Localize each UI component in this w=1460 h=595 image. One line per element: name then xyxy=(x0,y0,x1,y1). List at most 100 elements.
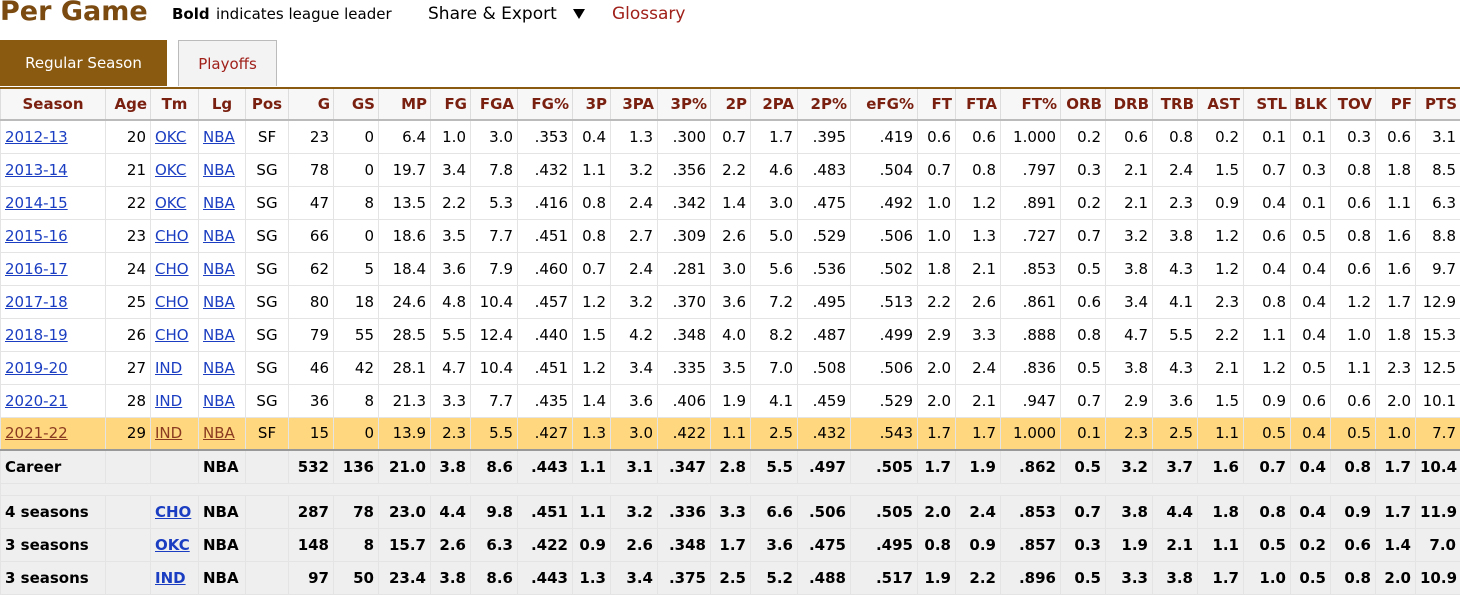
column-header[interactable]: Age xyxy=(105,87,151,121)
cell: 2.7 xyxy=(610,218,658,253)
column-header[interactable]: BLK xyxy=(1290,87,1331,121)
cell: 0.5 xyxy=(1290,350,1331,385)
link[interactable]: OKC xyxy=(155,127,187,146)
link[interactable]: CHO xyxy=(155,325,189,344)
cell: .416 xyxy=(517,185,573,220)
column-header[interactable]: Lg xyxy=(198,87,246,121)
cell: 3.6 xyxy=(1152,383,1198,418)
column-header[interactable]: GS xyxy=(333,87,379,121)
link[interactable]: 2012-13 xyxy=(5,127,68,146)
cell: .356 xyxy=(657,152,711,187)
legend-bold: Bold xyxy=(172,5,210,23)
link[interactable]: 2021-22 xyxy=(5,424,68,443)
link[interactable]: NBA xyxy=(203,292,235,311)
column-header[interactable]: TRB xyxy=(1152,87,1198,121)
link[interactable]: 2016-17 xyxy=(5,259,68,278)
cell: 0.2 xyxy=(1060,119,1106,154)
cell: .432 xyxy=(517,152,573,187)
tab-active[interactable]: Regular Season xyxy=(0,40,167,86)
column-header[interactable]: 3P xyxy=(572,87,611,121)
column-header[interactable]: Pos xyxy=(245,87,289,121)
column-header[interactable]: FG% xyxy=(517,87,573,121)
column-header[interactable]: 2P% xyxy=(797,87,851,121)
dropdown-icon[interactable] xyxy=(573,9,585,19)
column-header[interactable]: Season xyxy=(0,87,106,121)
column-header[interactable]: PF xyxy=(1375,87,1416,121)
cell: 0.6 xyxy=(1330,251,1376,286)
link[interactable]: IND xyxy=(155,568,186,587)
cell: .300 xyxy=(657,119,711,154)
column-header[interactable]: Tm xyxy=(150,87,199,121)
column-header[interactable]: DRB xyxy=(1105,87,1153,121)
link[interactable]: NBA xyxy=(203,391,235,410)
link[interactable]: 2014-15 xyxy=(5,193,68,212)
column-header[interactable]: FT xyxy=(917,87,956,121)
link[interactable]: CHO xyxy=(155,226,189,245)
cell: Career xyxy=(0,449,106,484)
link[interactable]: OKC xyxy=(155,193,187,212)
link[interactable]: OKC xyxy=(155,535,190,554)
column-header[interactable]: eFG% xyxy=(850,87,918,121)
link[interactable]: IND xyxy=(155,391,183,410)
link[interactable]: OKC xyxy=(155,160,187,179)
cell: 3.2 xyxy=(610,284,658,319)
cell: 7.7 xyxy=(470,218,518,253)
cell: .543 xyxy=(850,416,918,451)
cell: 3.1 xyxy=(1415,119,1460,154)
cell: 3.8 xyxy=(430,449,471,484)
column-header[interactable]: 2PA xyxy=(750,87,798,121)
link[interactable]: NBA xyxy=(203,325,235,344)
cell: 21 xyxy=(105,152,151,187)
link[interactable]: IND xyxy=(155,424,183,443)
link[interactable]: NBA xyxy=(203,424,235,443)
link[interactable]: NBA xyxy=(203,259,235,278)
column-header[interactable]: FT% xyxy=(1000,87,1061,121)
cell: 1.8 xyxy=(1375,152,1416,187)
column-header[interactable]: ORB xyxy=(1060,87,1106,121)
link[interactable]: 2013-14 xyxy=(5,160,68,179)
link[interactable]: CHO xyxy=(155,502,192,521)
cell: 1.7 xyxy=(1197,560,1244,595)
column-header[interactable]: G xyxy=(288,87,334,121)
column-header[interactable]: STL xyxy=(1243,87,1291,121)
column-header[interactable]: TOV xyxy=(1330,87,1376,121)
cell: 9.7 xyxy=(1415,251,1460,286)
link[interactable]: 2015-16 xyxy=(5,226,68,245)
cell: 1.2 xyxy=(1197,218,1244,253)
column-header[interactable]: PTS xyxy=(1415,87,1460,121)
cell: 0.6 xyxy=(1060,284,1106,319)
link[interactable]: CHO xyxy=(155,292,189,311)
cell: 79 xyxy=(288,317,334,352)
column-header[interactable]: AST xyxy=(1197,87,1244,121)
link[interactable]: 2017-18 xyxy=(5,292,68,311)
column-header[interactable]: 2P xyxy=(710,87,751,121)
link[interactable]: CHO xyxy=(155,259,189,278)
link[interactable]: NBA xyxy=(203,226,235,245)
cell: NBA xyxy=(198,383,246,418)
cell: 4.4 xyxy=(1152,494,1198,529)
link[interactable]: NBA xyxy=(203,193,235,212)
column-header[interactable]: 3PA xyxy=(610,87,658,121)
tab[interactable]: Playoffs xyxy=(178,40,277,86)
link[interactable]: NBA xyxy=(203,358,235,377)
column-header[interactable]: 3P% xyxy=(657,87,711,121)
column-header[interactable]: FGA xyxy=(470,87,518,121)
link[interactable]: NBA xyxy=(203,127,235,146)
link[interactable]: 2019-20 xyxy=(5,358,68,377)
cell: 2.6 xyxy=(710,218,751,253)
cell: CHO xyxy=(150,284,199,319)
share-export[interactable]: Share & Export xyxy=(428,4,557,24)
link[interactable]: IND xyxy=(155,358,183,377)
column-header[interactable]: FG xyxy=(430,87,471,121)
column-header[interactable]: MP xyxy=(378,87,431,121)
cell: 0.1 xyxy=(1060,416,1106,451)
link[interactable]: 2020-21 xyxy=(5,391,68,410)
cell: NBA xyxy=(198,416,246,451)
column-header[interactable]: FTA xyxy=(955,87,1001,121)
link[interactable]: NBA xyxy=(203,160,235,179)
cell: 4.1 xyxy=(750,383,798,418)
cell: .427 xyxy=(517,416,573,451)
glossary-link[interactable]: Glossary xyxy=(612,4,686,24)
link[interactable]: 2018-19 xyxy=(5,325,68,344)
cell: 3.2 xyxy=(1105,449,1153,484)
